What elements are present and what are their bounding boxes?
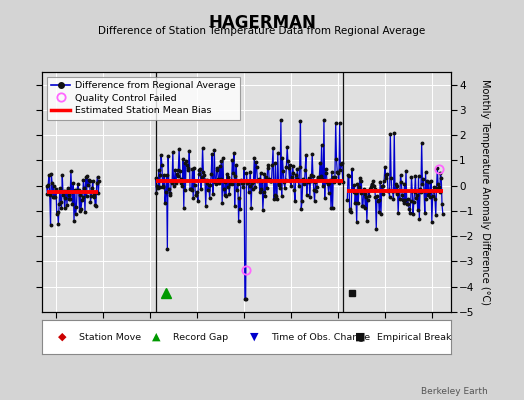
Text: HAGERMAN: HAGERMAN xyxy=(208,14,316,32)
Text: Berkeley Earth: Berkeley Earth xyxy=(421,387,487,396)
Text: Difference of Station Temperature Data from Regional Average: Difference of Station Temperature Data f… xyxy=(99,26,425,36)
Text: ■: ■ xyxy=(355,332,366,342)
Legend: Difference from Regional Average, Quality Control Failed, Estimated Station Mean: Difference from Regional Average, Qualit… xyxy=(47,77,241,120)
Text: Time of Obs. Change: Time of Obs. Change xyxy=(271,332,370,342)
Text: Empirical Break: Empirical Break xyxy=(377,332,452,342)
Text: Record Gap: Record Gap xyxy=(173,332,228,342)
Text: ▲: ▲ xyxy=(152,332,161,342)
Text: Station Move: Station Move xyxy=(79,332,141,342)
Y-axis label: Monthly Temperature Anomaly Difference (°C): Monthly Temperature Anomaly Difference (… xyxy=(480,79,490,305)
Text: ▼: ▼ xyxy=(250,332,259,342)
Text: ◆: ◆ xyxy=(58,332,67,342)
